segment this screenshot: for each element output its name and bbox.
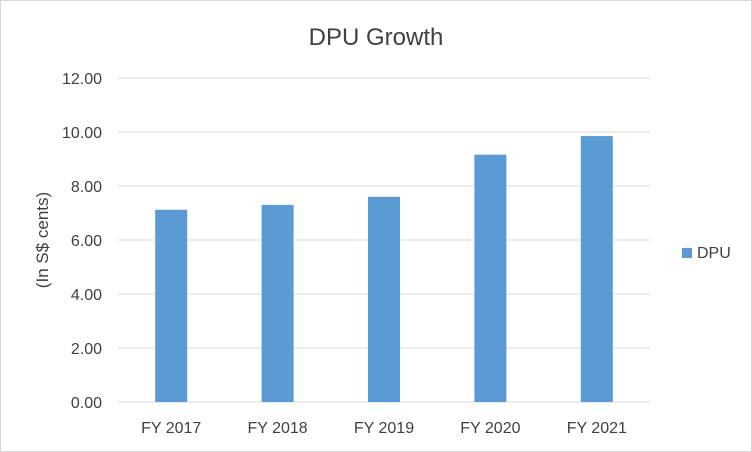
bar-fy-2019 [368,196,400,402]
y-tick-label: 4.00 [71,287,102,304]
y-tick-label: 8.00 [71,179,102,196]
y-axis-label: (In S$ cents) [33,192,52,288]
x-axis-tick-labels: FY 2017 FY 2018 FY 2019 FY 2020 FY 2021 [141,420,627,437]
bar-fy-2021 [580,136,613,403]
x-tick-label: FY 2018 [247,420,307,437]
y-tick-label: 0.00 [71,395,102,412]
y-tick-label: 10.00 [62,125,102,142]
y-tick-label: 6.00 [71,233,102,250]
legend-label: DPU [697,245,731,262]
x-tick-label: FY 2020 [460,420,520,437]
bar-fy-2020 [474,154,507,402]
legend: DPU [682,245,731,262]
chart-title: DPU Growth [309,24,444,51]
bar-fy-2018 [261,204,294,402]
x-tick-label: FY 2019 [354,420,414,437]
y-tick-label: 2.00 [71,341,102,358]
y-tick-label: 12.00 [62,71,102,88]
y-axis-tick-labels: 0.00 2.00 4.00 6.00 8.00 10.00 12.00 [62,71,102,412]
x-tick-label: FY 2017 [141,420,201,437]
x-tick-label: FY 2021 [567,420,627,437]
bar-fy-2017 [155,209,188,402]
gridlines [118,77,650,403]
legend-swatch [682,248,692,258]
bars [155,136,613,403]
